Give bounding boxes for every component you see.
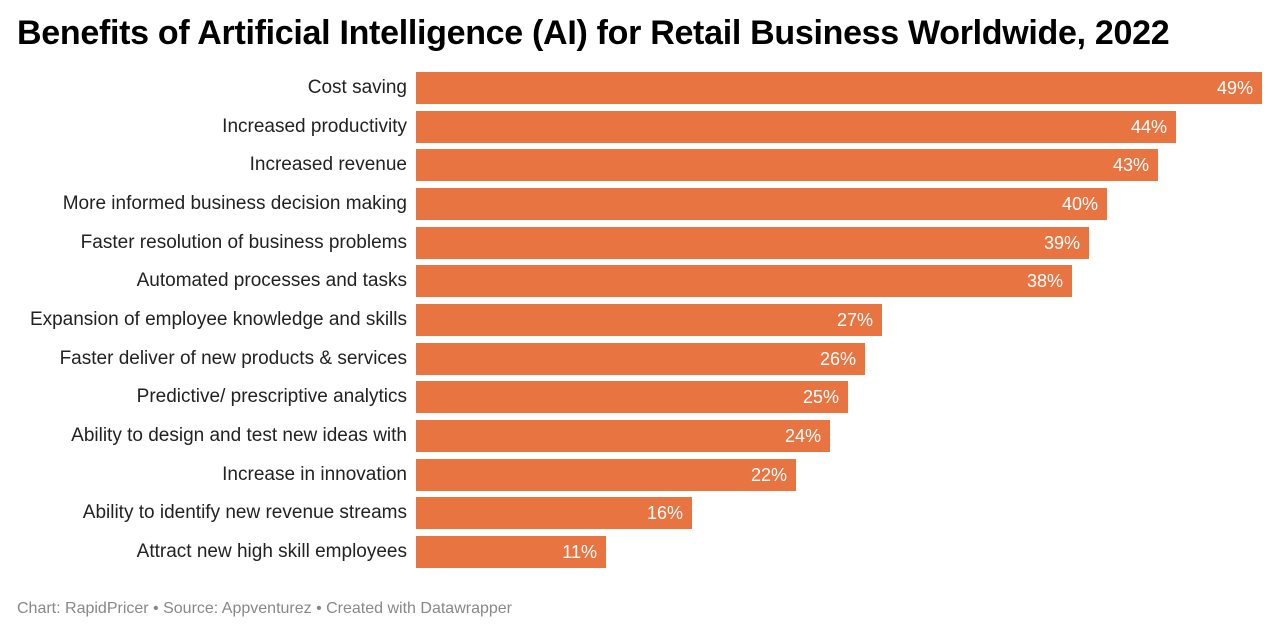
category-label: Predictive/ prescriptive analytics bbox=[136, 386, 407, 407]
value-label: 38% bbox=[1026, 271, 1063, 291]
value-label: 27% bbox=[836, 310, 873, 330]
category-label: Increased revenue bbox=[249, 154, 407, 175]
value-label: 39% bbox=[1043, 233, 1080, 253]
category-label: Ability to design and test new ideas wit… bbox=[71, 425, 407, 446]
bar bbox=[416, 343, 865, 375]
category-label: Increase in innovation bbox=[222, 464, 407, 485]
bar bbox=[416, 381, 848, 413]
category-label: More informed business decision making bbox=[62, 193, 407, 214]
bar bbox=[416, 536, 606, 568]
bar bbox=[416, 149, 1158, 181]
bar bbox=[416, 72, 1262, 104]
bar bbox=[416, 265, 1072, 297]
bar bbox=[416, 188, 1107, 220]
value-label: 40% bbox=[1061, 194, 1098, 214]
category-label: Attract new high skill employees bbox=[136, 541, 407, 562]
value-label: 43% bbox=[1112, 155, 1149, 175]
value-label: 22% bbox=[750, 465, 787, 485]
bar bbox=[416, 227, 1089, 259]
chart-footer: Chart: RapidPricer • Source: Appventurez… bbox=[17, 600, 512, 617]
bar bbox=[416, 304, 882, 336]
value-label: 44% bbox=[1130, 117, 1167, 137]
category-label: Faster resolution of business problems bbox=[80, 232, 407, 253]
category-label: Expansion of employee knowledge and skil… bbox=[29, 309, 407, 330]
category-label: Ability to identify new revenue streams bbox=[82, 502, 407, 523]
value-label: 49% bbox=[1216, 78, 1253, 98]
bar bbox=[416, 497, 692, 529]
category-label: Increased productivity bbox=[222, 116, 407, 137]
category-label: Cost saving bbox=[307, 77, 407, 98]
bar bbox=[416, 459, 796, 491]
value-label: 16% bbox=[646, 503, 683, 523]
category-label: Automated processes and tasks bbox=[136, 270, 407, 291]
category-label: Faster deliver of new products & service… bbox=[59, 348, 407, 369]
chart-title: Benefits of Artificial Intelligence (AI)… bbox=[17, 14, 1170, 52]
bar bbox=[416, 111, 1176, 143]
bar bbox=[416, 420, 830, 452]
value-label: 26% bbox=[819, 349, 856, 369]
value-label: 24% bbox=[784, 426, 821, 446]
value-label: 25% bbox=[802, 387, 839, 407]
value-label: 11% bbox=[562, 542, 597, 562]
